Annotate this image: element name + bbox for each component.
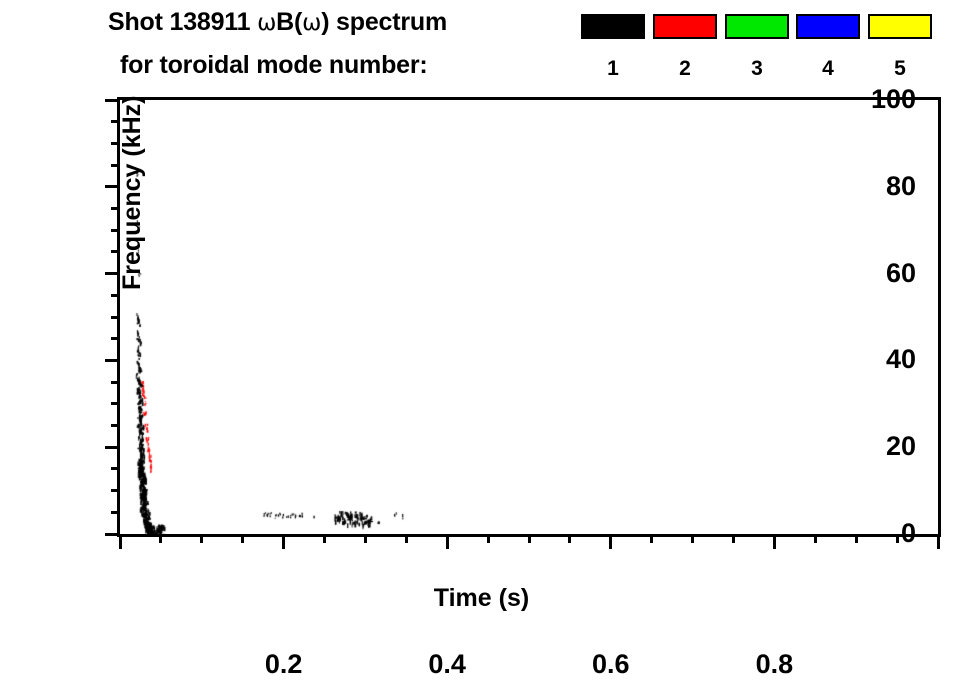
x-tick-minor <box>159 534 163 543</box>
title-prefix: Shot 138911 <box>108 8 258 36</box>
x-tick-minor <box>854 534 858 543</box>
x-tick-label: 0.2 <box>264 649 303 679</box>
y-tick-major <box>105 185 120 189</box>
x-tick-minor <box>732 534 735 543</box>
legend-label-2: 2 <box>679 57 691 80</box>
x-tick-label: 0.4 <box>428 649 466 679</box>
y-tick-minor <box>111 467 120 471</box>
spectrogram-plot-area <box>120 100 938 534</box>
y-tick-minor <box>111 380 120 384</box>
y-tick-minor <box>111 163 120 167</box>
title-mid: B( <box>276 8 303 36</box>
legend-label-1: 1 <box>607 57 619 80</box>
y-tick-minor <box>111 293 120 297</box>
omega-symbol-1: ω <box>257 10 277 36</box>
y-tick-minor <box>111 228 120 232</box>
x-axis-label: Time (s) <box>433 584 530 612</box>
y-tick-label: 60 <box>885 257 916 288</box>
x-tick-major <box>282 534 286 549</box>
y-tick-minor <box>111 207 120 210</box>
page-subtitle: for toroidal mode number: <box>120 51 428 79</box>
plot-frame: 0 20 40 60 80 100 0.2 0.4 0.6 0.8 Frequency (kHz… <box>105 86 941 679</box>
legend-swatch-3 <box>725 14 789 39</box>
x-tick-minor <box>486 534 490 543</box>
legend-label-5: 5 <box>894 57 906 80</box>
y-tick-label: 100 <box>870 84 916 114</box>
y-tick-minor <box>111 337 120 341</box>
legend-label-4: 4 <box>822 57 834 80</box>
x-tick-minor <box>527 534 531 543</box>
y-tick-minor <box>111 141 120 145</box>
x-tick-minor <box>895 534 899 543</box>
spectrogram-figure: Shot 138911 ωB(ω) spectrum for toroidal … <box>105 8 941 679</box>
legend-swatch-2 <box>653 14 717 39</box>
x-tick-minor <box>241 534 245 543</box>
x-tick-minor <box>691 534 695 543</box>
y-tick-label: 40 <box>885 344 916 375</box>
y-tick-major <box>105 445 120 449</box>
legend-swatch-1 <box>581 14 645 39</box>
y-tick-label: 0 <box>900 518 916 548</box>
x-tick-major <box>609 534 613 549</box>
omega-symbol-2: ω <box>302 10 322 36</box>
x-tick-major <box>936 534 940 549</box>
x-tick-minor <box>813 534 817 543</box>
y-tick-major <box>105 532 120 536</box>
y-tick-major <box>105 98 120 102</box>
y-axis-label: Frequency (kHz) <box>118 95 146 290</box>
title-suffix: ) spectrum <box>321 8 447 36</box>
legend-label-3: 3 <box>751 57 763 80</box>
x-tick-label: 0.8 <box>755 649 794 679</box>
x-tick-major <box>772 534 776 549</box>
legend-swatch-5 <box>868 14 932 39</box>
page-title: Shot 138911 ωB(ω) spectrum <box>108 8 447 37</box>
y-tick-minor <box>111 424 120 427</box>
y-tick-major <box>105 272 120 276</box>
y-tick-minor <box>111 510 120 514</box>
y-tick-minor <box>111 489 120 493</box>
x-tick-minor <box>200 534 204 543</box>
x-tick-minor <box>650 534 654 543</box>
x-tick-label: 0.6 <box>592 649 630 679</box>
y-tick-minor <box>111 402 120 406</box>
y-tick-minor <box>111 250 120 254</box>
x-tick-minor <box>568 534 572 543</box>
x-tick-major <box>118 534 122 549</box>
x-tick-minor <box>363 534 367 543</box>
y-tick-minor <box>111 315 120 319</box>
x-tick-major <box>445 534 449 549</box>
x-tick-minor <box>323 534 326 543</box>
x-tick-minor <box>404 534 408 543</box>
y-tick-minor <box>111 120 120 124</box>
y-tick-major <box>105 358 120 362</box>
y-tick-label: 20 <box>885 431 916 462</box>
legend-swatch-4 <box>796 14 860 39</box>
y-tick-label: 80 <box>885 170 916 201</box>
